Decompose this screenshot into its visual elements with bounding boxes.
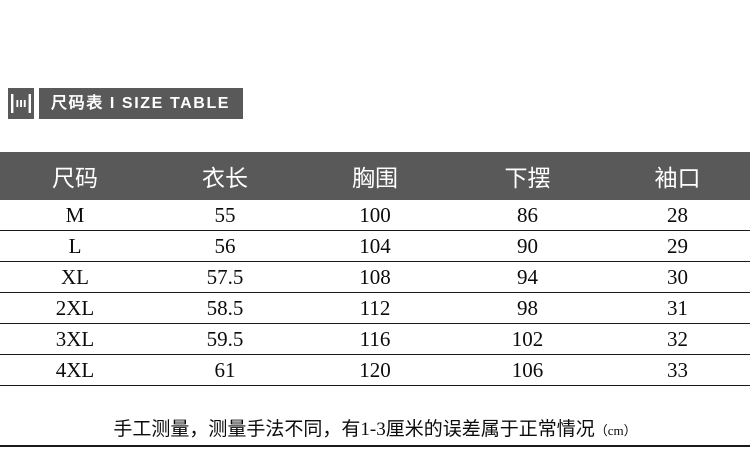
cell-hem: 106 bbox=[450, 354, 605, 386]
cell-cuff: 30 bbox=[605, 261, 750, 293]
cell-bust: 116 bbox=[300, 323, 450, 355]
column-header-length: 衣长 bbox=[150, 152, 300, 200]
column-header-hem: 下摆 bbox=[450, 152, 605, 200]
size-table: 尺码 衣长 胸围 下摆 袖口 M 55 100 86 28 L 56 104 9… bbox=[0, 152, 750, 386]
ruler-icon bbox=[11, 94, 31, 113]
cell-hem: 94 bbox=[450, 261, 605, 293]
cell-length: 57.5 bbox=[150, 261, 300, 293]
table-row: L 56 104 90 29 bbox=[0, 230, 750, 262]
cell-bust: 100 bbox=[300, 200, 450, 231]
measurement-note: 手工测量，测量手法不同，有1-3厘米的误差属于正常情况（cm） bbox=[0, 413, 750, 447]
table-row: XL 57.5 108 94 30 bbox=[0, 261, 750, 293]
badge-label: 尺码表 I SIZE TABLE bbox=[51, 94, 231, 112]
table-row: 4XL 61 120 106 33 bbox=[0, 354, 750, 386]
table-row: 2XL 58.5 112 98 31 bbox=[0, 292, 750, 324]
cell-hem: 98 bbox=[450, 292, 605, 324]
cell-size: 3XL bbox=[0, 323, 150, 355]
cell-hem: 102 bbox=[450, 323, 605, 355]
cell-length: 55 bbox=[150, 200, 300, 231]
cell-length: 58.5 bbox=[150, 292, 300, 324]
table-header-row: 尺码 衣长 胸围 下摆 袖口 bbox=[0, 152, 750, 200]
cell-size: 4XL bbox=[0, 354, 150, 386]
cell-bust: 104 bbox=[300, 230, 450, 262]
cell-hem: 90 bbox=[450, 230, 605, 262]
column-header-size: 尺码 bbox=[0, 152, 150, 200]
cell-cuff: 31 bbox=[605, 292, 750, 324]
badge-text-box: 尺码表 I SIZE TABLE bbox=[39, 88, 244, 119]
cell-length: 56 bbox=[150, 230, 300, 262]
size-table-body: M 55 100 86 28 L 56 104 90 29 XL 57.5 10… bbox=[0, 200, 750, 386]
cell-cuff: 33 bbox=[605, 354, 750, 386]
cell-bust: 108 bbox=[300, 261, 450, 293]
size-table-head: 尺码 衣长 胸围 下摆 袖口 bbox=[0, 152, 750, 200]
size-table-badge: 尺码表 I SIZE TABLE bbox=[8, 88, 244, 119]
cell-cuff: 28 bbox=[605, 200, 750, 231]
cell-length: 59.5 bbox=[150, 323, 300, 355]
measurement-note-text: 手工测量，测量手法不同，有1-3厘米的误差属于正常情况（cm） bbox=[113, 420, 636, 439]
cell-hem: 86 bbox=[450, 200, 605, 231]
column-header-cuff: 袖口 bbox=[605, 152, 750, 200]
cell-cuff: 32 bbox=[605, 323, 750, 355]
measurement-unit: （cm） bbox=[594, 422, 637, 438]
cell-bust: 112 bbox=[300, 292, 450, 324]
cell-bust: 120 bbox=[300, 354, 450, 386]
cell-size: XL bbox=[0, 261, 150, 293]
cell-size: 2XL bbox=[0, 292, 150, 324]
ruler-icon-box bbox=[8, 88, 34, 119]
table-row: M 55 100 86 28 bbox=[0, 200, 750, 231]
table-row: 3XL 59.5 116 102 32 bbox=[0, 323, 750, 355]
cell-cuff: 29 bbox=[605, 230, 750, 262]
measurement-note-body: 手工测量，测量手法不同，有1-3厘米的误差属于正常情况 bbox=[113, 418, 595, 440]
column-header-bust: 胸围 bbox=[300, 152, 450, 200]
cell-length: 61 bbox=[150, 354, 300, 386]
cell-size: L bbox=[0, 230, 150, 262]
cell-size: M bbox=[0, 200, 150, 231]
